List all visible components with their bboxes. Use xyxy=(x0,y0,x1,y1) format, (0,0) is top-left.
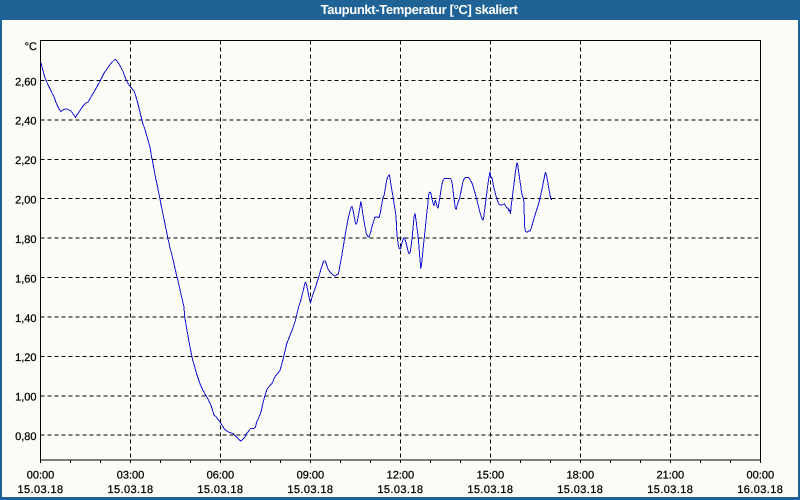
svg-text:2,20: 2,20 xyxy=(15,155,36,167)
svg-text:°C: °C xyxy=(25,41,37,53)
svg-text:1,20: 1,20 xyxy=(15,352,36,364)
svg-text:15.03.18: 15.03.18 xyxy=(287,484,333,496)
svg-text:00:00: 00:00 xyxy=(747,469,775,481)
svg-text:21:00: 21:00 xyxy=(657,469,685,481)
svg-text:15.03.18: 15.03.18 xyxy=(17,484,63,496)
svg-text:1,80: 1,80 xyxy=(15,234,36,246)
svg-text:15:00: 15:00 xyxy=(477,469,505,481)
svg-text:03:00: 03:00 xyxy=(117,469,145,481)
svg-text:1,60: 1,60 xyxy=(15,273,36,285)
svg-text:15.03.18: 15.03.18 xyxy=(107,484,153,496)
svg-text:2,40: 2,40 xyxy=(15,116,36,128)
svg-text:15.03.18: 15.03.18 xyxy=(467,484,513,496)
svg-text:00:00: 00:00 xyxy=(27,469,55,481)
svg-text:15.03.18: 15.03.18 xyxy=(647,484,693,496)
svg-text:12:00: 12:00 xyxy=(387,469,415,481)
svg-text:15.03.18: 15.03.18 xyxy=(557,484,603,496)
svg-text:0,80: 0,80 xyxy=(15,431,36,443)
svg-text:15.03.18: 15.03.18 xyxy=(377,484,423,496)
svg-text:2,60: 2,60 xyxy=(15,76,36,88)
svg-text:06:00: 06:00 xyxy=(207,469,235,481)
svg-text:16.03.18: 16.03.18 xyxy=(737,484,783,496)
svg-text:15.03.18: 15.03.18 xyxy=(197,484,243,496)
svg-text:1,40: 1,40 xyxy=(15,313,36,325)
svg-text:09:00: 09:00 xyxy=(297,469,325,481)
svg-text:1,00: 1,00 xyxy=(15,392,36,404)
svg-text:18:00: 18:00 xyxy=(567,469,595,481)
svg-text:2,00: 2,00 xyxy=(15,195,36,207)
